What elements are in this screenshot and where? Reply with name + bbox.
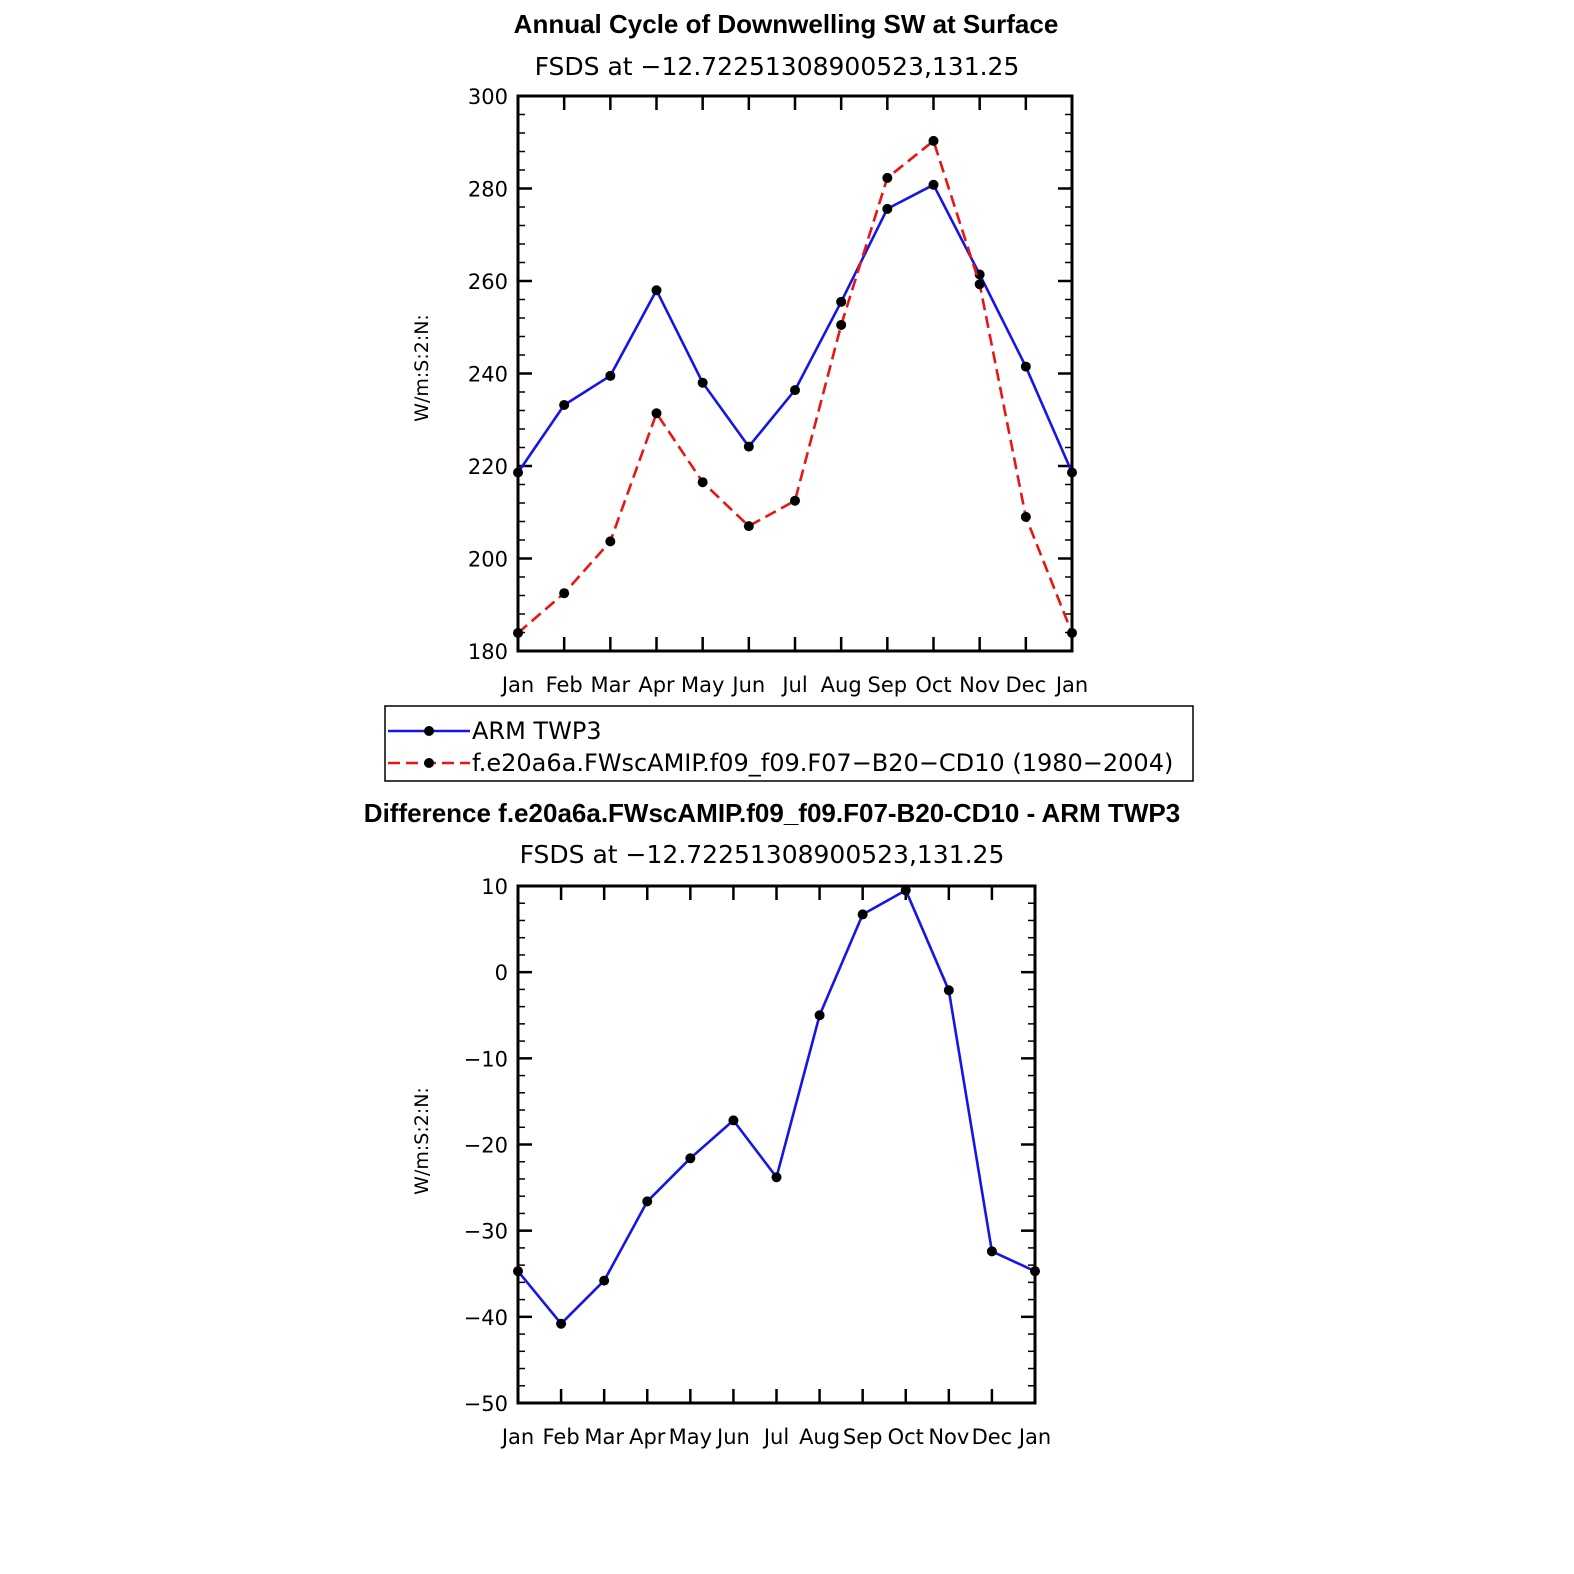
chart-2-xtick-label: Apr (629, 1425, 666, 1449)
legend-label-model: f.e20a6a.FWscAMIP.f09_f09.F07−B20−CD10 (… (472, 749, 1173, 777)
chart-1-subtitle: FSDS at −12.72251308900523,131.25 (535, 52, 1020, 81)
chart-1-xtick-label: Mar (591, 673, 631, 697)
chart-1-series-0-point (1020, 361, 1031, 372)
chart-2-xtick-label: Oct (888, 1425, 924, 1449)
chart-1-series-1-point (743, 521, 754, 532)
chart-2-series-0-point (900, 885, 911, 896)
chart-1-xtick-label: Jul (780, 673, 807, 697)
chart-1-xtick-label: Dec (1006, 673, 1047, 697)
chart-1-series-1-point (790, 495, 800, 506)
chart-2-series-0-point (556, 1318, 567, 1329)
chart-2-xtick-label: Aug (799, 1425, 840, 1449)
chart-2-xtick-label: Sep (843, 1425, 883, 1449)
chart-1-ytick-label: 240 (468, 363, 508, 387)
chart-1-xtick-label: Aug (821, 673, 862, 697)
chart-1-xtick-label: Feb (546, 673, 583, 697)
chart-1-legend: ARM TWP3 f.e20a6a.FWscAMIP.f09_f09.F07−B… (384, 705, 1194, 782)
chart-2-ytick-label: −40 (464, 1306, 508, 1330)
legend-marker-dot-arm (424, 726, 434, 736)
chart-1-series-0-point (928, 179, 939, 190)
chart-1-series-0-line (516, 183, 1074, 474)
chart-1-series-0-point (651, 285, 662, 296)
chart-1-series-0-point (1067, 467, 1077, 478)
chart-1-xtick-label: Oct (915, 673, 951, 697)
chart-1-frame (516, 94, 1074, 653)
chart-2-ytick-label: −20 (464, 1134, 508, 1158)
chart-2-plot-area: −50 −40 −30 −20 −10 0 10 Jan Feb Mar Apr May Jun Jul A… (464, 875, 1052, 1449)
chart-2-xtick-label: May (669, 1425, 712, 1449)
chart-2-ytick-label: −10 (464, 1047, 508, 1071)
chart-2-xtick-label: Jun (715, 1425, 750, 1449)
chart-1-xtick-label: Jan (1054, 673, 1088, 697)
chart-2-xtick-label: Jan (1017, 1425, 1051, 1449)
chart-2-y-axis-label: W/m:S:2:N: (411, 1087, 433, 1195)
chart-1-title: Annual Cycle of Downwelling SW at Surfac… (514, 9, 1059, 39)
chart-1-ytick-label: 220 (468, 455, 508, 479)
chart-1-series-1-point (1020, 511, 1031, 522)
chart-2-series-0-point (642, 1196, 653, 1207)
chart-1-series-1-point (974, 279, 985, 290)
chart-1-series-1-point (882, 172, 893, 183)
chart-2-series-0-point (599, 1275, 610, 1286)
chart-2-subtitle: FSDS at −12.72251308900523,131.25 (520, 840, 1005, 869)
chart-2-xtick-label: Jul (762, 1425, 789, 1449)
chart-2-xtick-label: Feb (542, 1425, 579, 1449)
chart-1-series-1-point (928, 135, 939, 146)
chart-2-series-0-point (771, 1172, 782, 1183)
chart-2-title: Difference f.e20a6a.FWscAMIP.f09_f09.F07… (364, 798, 1180, 828)
chart-1-ytick-label: 200 (468, 548, 508, 572)
chart-1-series-0-point (513, 467, 523, 478)
chart-1-series-0-point (697, 377, 708, 388)
chart-2-series-0-point (513, 1266, 523, 1277)
chart-1-xtick-label: Jan (500, 673, 534, 697)
chart-1-xtick-label: Jun (730, 673, 765, 697)
chart-1-series-1-point (697, 477, 708, 488)
legend-marker-dot-model (424, 758, 434, 768)
chart-1-series-1-point (605, 536, 616, 547)
chart-2-xtick-label: Dec (972, 1425, 1013, 1449)
chart-1-series-0-point (790, 385, 800, 396)
chart-1-xtick-label: Sep (868, 673, 908, 697)
chart-1-series-0-point (882, 203, 893, 214)
chart-2-series-0-point (1030, 1266, 1040, 1277)
legend-label-arm: ARM TWP3 (472, 717, 602, 745)
chart-1-series-1-point (836, 319, 847, 330)
chart-1-series-0-point (743, 441, 754, 452)
chart-1-xtick-label: Nov (959, 673, 1000, 697)
chart-1-ytick-label: 300 (468, 85, 508, 109)
chart-1-series-0-point (559, 399, 570, 410)
chart-1-series-1-point (1067, 627, 1077, 638)
chart-2-series-0-point (814, 1010, 825, 1021)
chart-2-series-0-point (857, 909, 868, 920)
legend-box (384, 705, 1194, 782)
chart-1-ytick-label: 280 (468, 178, 508, 202)
chart-2-xtick-label: Nov (928, 1425, 969, 1449)
chart-2-ytick-label: −30 (464, 1220, 508, 1244)
chart-1-xtick-label: May (681, 673, 724, 697)
chart-2-series-0-point (728, 1115, 739, 1126)
chart-1-xtick-label: Apr (638, 673, 675, 697)
chart-1-series-1-point (559, 588, 570, 599)
chart-2-xtick-label: Mar (584, 1425, 624, 1449)
chart-1-y-axis-label: W/m:S:2:N: (411, 314, 433, 422)
chart-1-ytick-label: 260 (468, 270, 508, 294)
chart-1-series-0-point (605, 370, 616, 381)
chart-2-ytick-label: 10 (481, 875, 508, 899)
chart-2-ytick-label: 0 (495, 961, 508, 985)
chart-1-ytick-label: 180 (468, 640, 508, 664)
chart-1-series-0-point (836, 296, 847, 307)
chart-2-series-0-point (685, 1153, 696, 1164)
chart-1-series-1-point (651, 408, 662, 419)
chart-2-frame (516, 884, 1037, 1405)
chart-2-ytick-label: −50 (464, 1392, 508, 1416)
chart-2-xtick-label: Jan (500, 1425, 534, 1449)
chart-2-series-0-point (986, 1246, 997, 1257)
chart-1-series-1-point (513, 627, 523, 638)
chart-1-plot-area: 180 200 220 240 260 280 300 Jan Feb Mar Apr May Jun J… (468, 85, 1088, 697)
chart-1-series-0-point (974, 269, 985, 280)
chart-2-series-0-line (516, 888, 1036, 1325)
chart-2-series-0-point (943, 985, 954, 996)
